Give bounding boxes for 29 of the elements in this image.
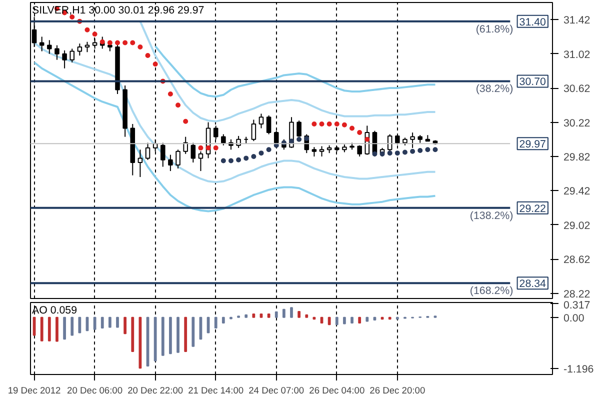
y-tick-label: 0.317 [564,300,590,312]
chart-title: AO 0.059 [32,304,78,316]
annotation: (168.2%) [470,285,514,298]
x-tick-label: 20 Dec 22:00 [128,386,184,396]
x-tick-label: 24 Dec 07:00 [248,386,304,396]
x-tick-label: 26 Dec 04:00 [309,386,365,396]
ref-line-label: 29.97 [519,138,546,151]
x-tick-label: 19 Dec 2012 [8,386,61,396]
x-tick-label: 21 Dec 14:00 [188,386,244,396]
y-tick-label: 29.42 [564,186,590,198]
y-tick-label: -1.196 [564,363,594,376]
ref-line-label: 31.40 [519,16,546,28]
y-tick-label: 0.00 [564,312,584,324]
y-tick-label: 30.22 [564,117,590,130]
y-tick-label: 30.62 [564,83,590,96]
y-tick-label: 29.82 [564,151,590,164]
y-tick-label: 31.02 [564,48,590,61]
ref-line-label: 29.22 [519,202,546,215]
y-tick-label: 31.42 [564,14,590,27]
y-tick-label: 28.22 [564,288,590,300]
ref-line-label: 28.34 [519,278,546,290]
annotation: (61.8%) [476,23,514,36]
y-tick-label: 29.02 [564,220,590,232]
annotation: (38.2%) [476,83,514,96]
annotation: (138.2%) [470,210,514,222]
x-tick-label: 26 Dec 20:00 [370,386,426,396]
x-tick-label: 20 Dec 06:00 [67,386,123,396]
ref-line-label: 30.70 [519,76,546,88]
y-tick-label: 28.62 [564,254,590,266]
